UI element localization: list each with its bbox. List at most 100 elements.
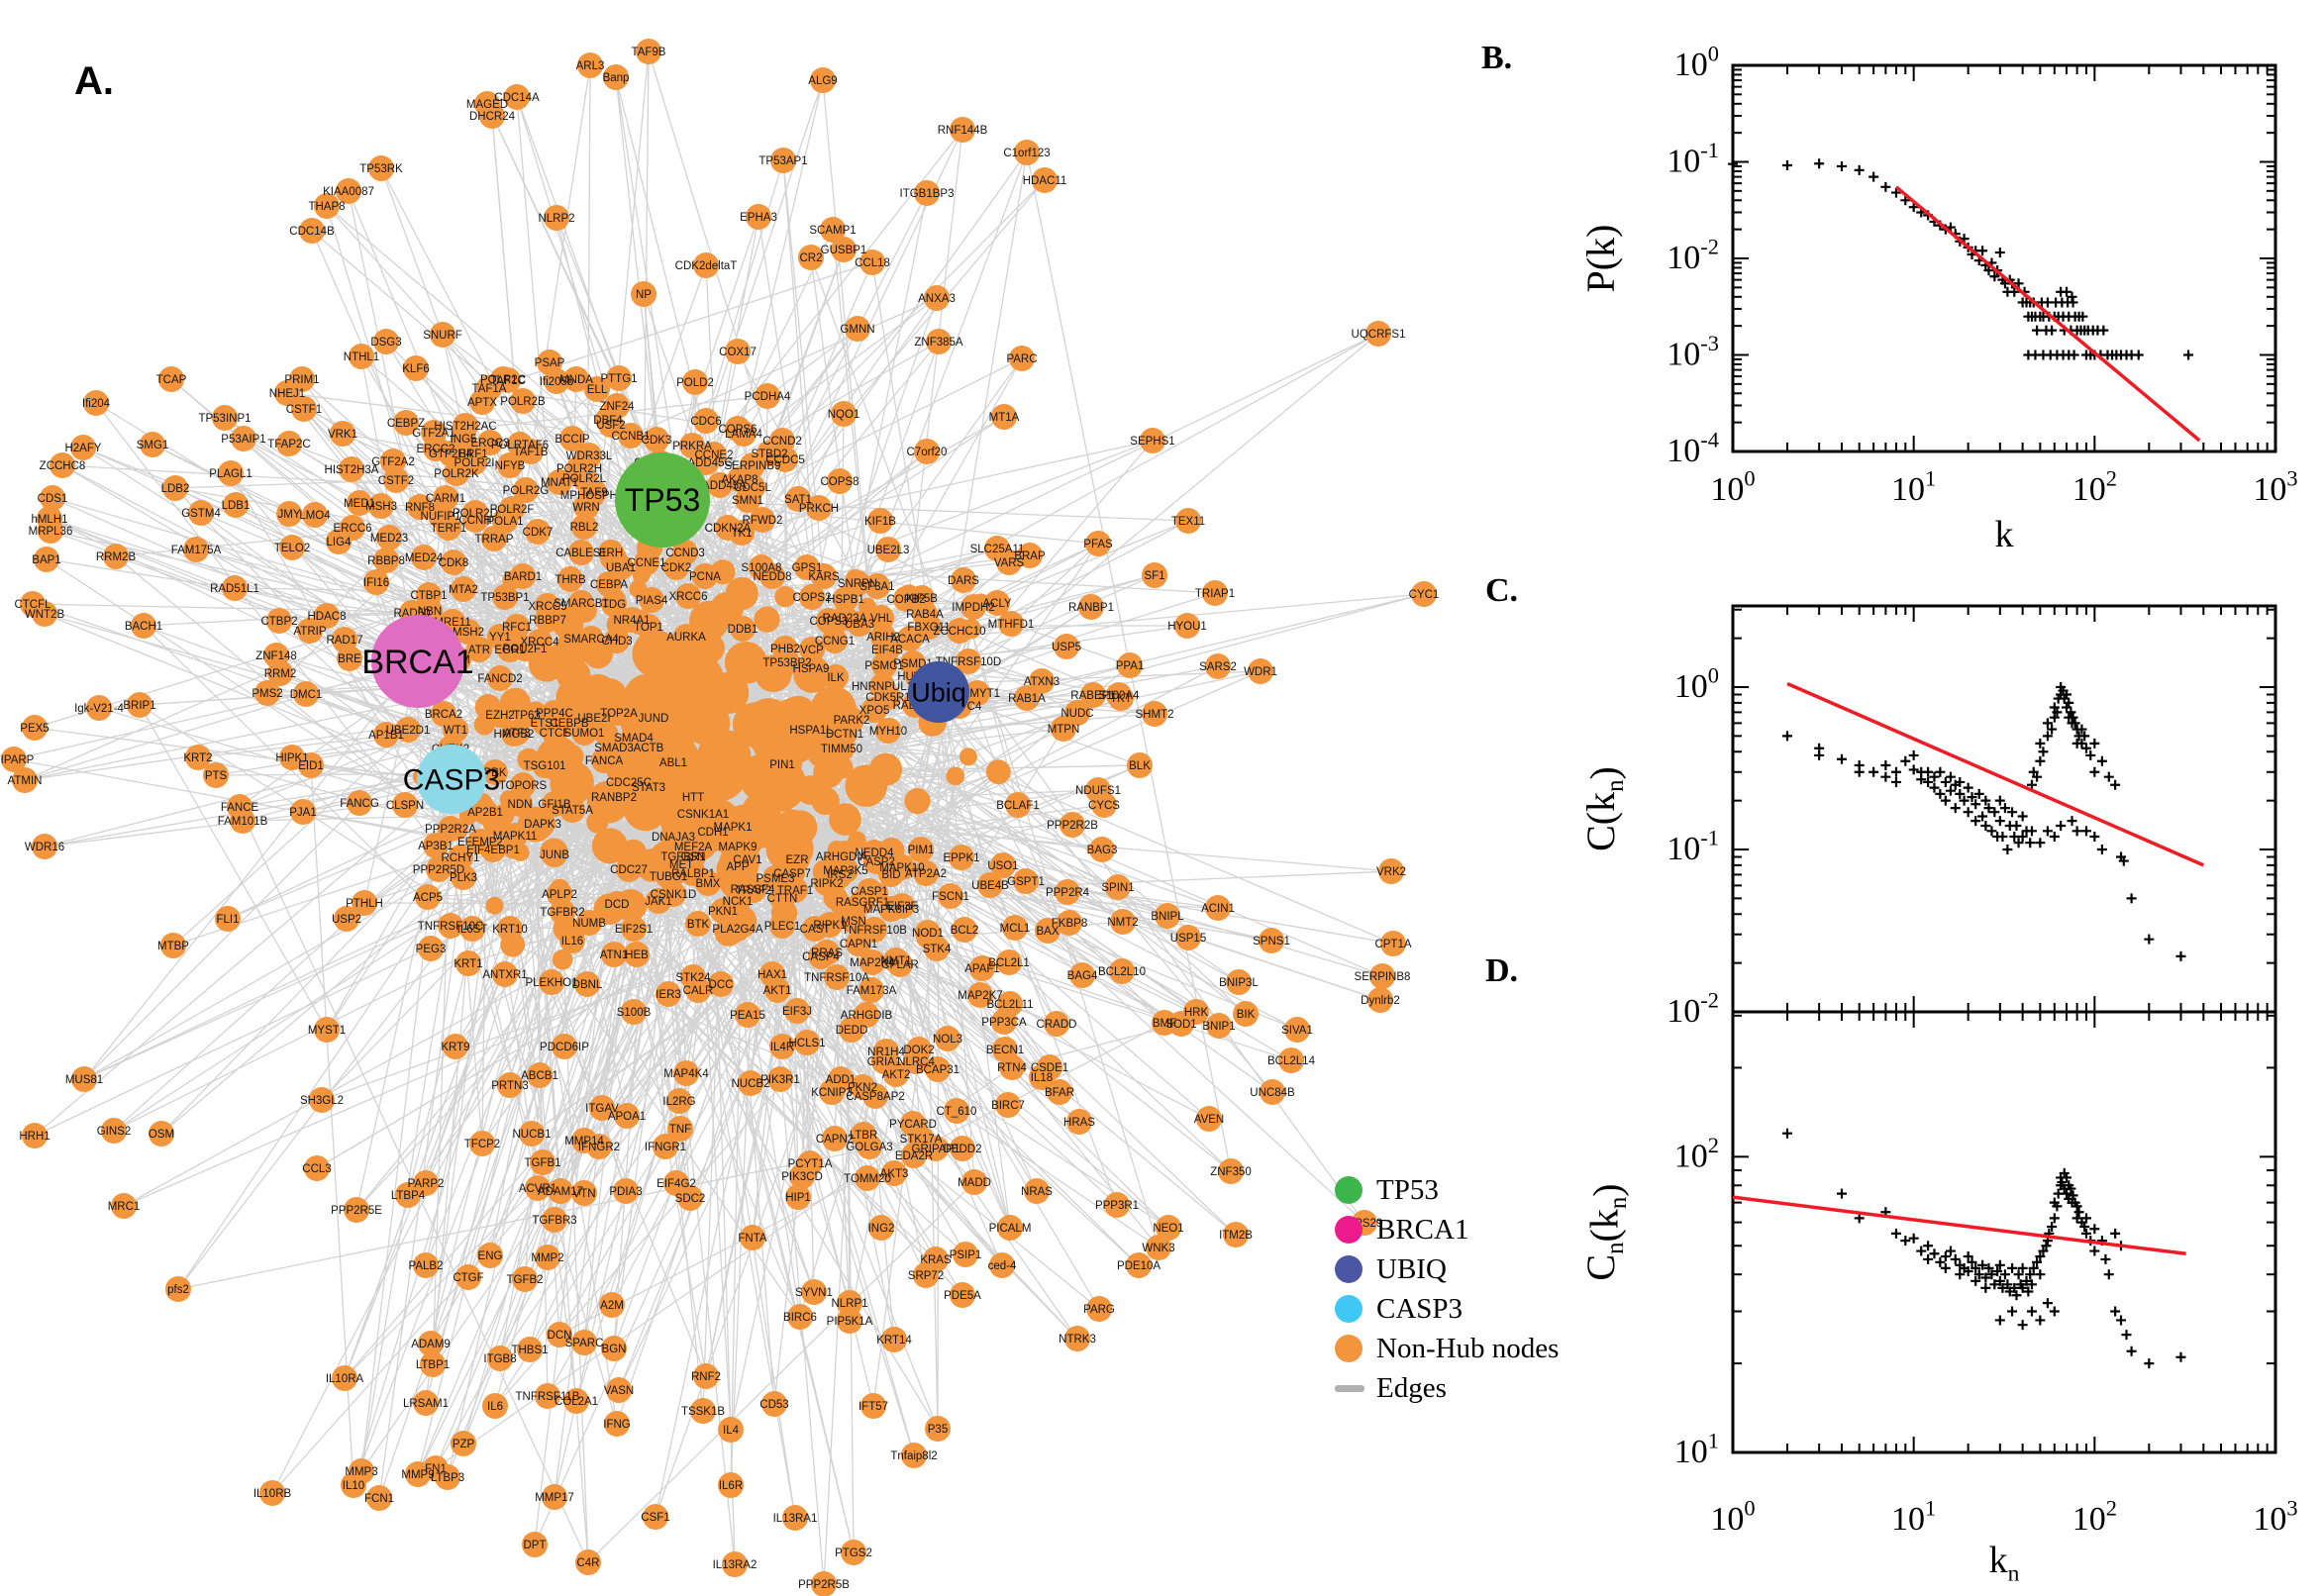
network-node-label: PEA15 [730, 1010, 765, 1022]
data-point [2100, 1253, 2111, 1264]
network-node [487, 702, 513, 728]
axis-title: P(k) [1578, 225, 1623, 293]
network-node-label: SPNS1 [1253, 936, 1290, 948]
network-node-label: KRT10 [492, 924, 528, 936]
network-node-label: MAP4K4 [663, 1068, 709, 1080]
network-node-label: LTBP3 [431, 1472, 464, 1484]
network-node [223, 492, 249, 518]
legend-label: BRCA1 [1376, 1213, 1469, 1246]
network-node [50, 452, 75, 478]
network-node-label: IFT57 [858, 1401, 888, 1413]
network-node-label: COPS2 [793, 592, 832, 604]
network-node-label: BID [881, 869, 900, 881]
network-node [660, 749, 686, 775]
network-node-label: SMN1 [732, 495, 763, 507]
network-node [571, 720, 597, 746]
network-node-label: AURKA [666, 632, 706, 644]
network-node-label: BNIP3L [1219, 977, 1259, 989]
network-node-label: PDE10A [1117, 1260, 1161, 1272]
scatter-points [1728, 158, 2194, 360]
network-node [183, 537, 209, 562]
network-node-label: Ifi204 [82, 398, 111, 410]
network-node [293, 681, 319, 707]
network-node [428, 503, 454, 529]
axis-tick-label: 101 [1891, 1496, 1936, 1538]
network-node-label: THBS1 [511, 1345, 548, 1356]
network-node [1029, 668, 1055, 694]
network-node [366, 1485, 392, 1511]
network-node-label: KRT2 [183, 752, 212, 764]
network-node [368, 155, 394, 181]
network-core-node [623, 786, 667, 832]
network-node-label: TGFBR2 [540, 907, 584, 919]
network-node [70, 435, 96, 460]
network-node [1202, 580, 1228, 606]
network-node [267, 660, 293, 686]
network-node [314, 603, 340, 629]
network-node-label: PPP2R5E [331, 1205, 382, 1217]
network-node [644, 427, 669, 452]
network-node-label: SUMO1 [564, 728, 605, 740]
network-edge [955, 775, 1118, 1206]
network-node-label: USP5 [1052, 642, 1081, 653]
network-node-label: VTN [573, 1188, 596, 1200]
network-node-label: TOMM20 [844, 1173, 891, 1185]
network-node-label: THRB [555, 574, 586, 586]
network-node [438, 913, 463, 939]
data-point [1916, 1246, 1927, 1256]
network-node-label: STAT5A [552, 805, 593, 817]
network-node-label: C4R [576, 1557, 599, 1569]
network-node-label: PCNA [689, 571, 721, 583]
network-node-label: IMPDH2 [952, 602, 994, 614]
data-point [1923, 766, 1934, 777]
data-point [2089, 738, 2100, 748]
network-node [1174, 613, 1200, 639]
network-node-label: CDS1 [38, 493, 68, 505]
data-point [2002, 845, 2013, 854]
network-node [510, 563, 536, 589]
network-node [604, 628, 630, 653]
data-point [2007, 1262, 2018, 1273]
network-node [618, 423, 644, 449]
network-node-label: CYCS [1088, 800, 1120, 812]
network-node-label: MTA2 [449, 584, 478, 596]
network-core-node [674, 653, 724, 703]
network-node [499, 496, 525, 522]
network-edge [891, 771, 999, 851]
network-node-label: BCLAF1 [996, 800, 1039, 812]
network-node [215, 906, 241, 932]
network-node-label: EIF3J [782, 1006, 812, 1018]
data-point [1994, 1315, 2005, 1326]
network-node-label: POLR2B [500, 396, 546, 408]
network-edge [407, 799, 510, 1196]
axis-title: k [1995, 514, 2014, 555]
network-node-label: TAF9 [580, 487, 607, 499]
network-node [559, 797, 585, 823]
network-core-node [946, 766, 965, 786]
axis-tick-label: 102 [2072, 1496, 2117, 1538]
axis-tick-label: 100 [1710, 1496, 1755, 1538]
network-node-label: HRK [1184, 1007, 1209, 1019]
network-core-node [725, 576, 758, 611]
network-node-label: PMS2 [252, 688, 282, 700]
network-node [413, 1252, 439, 1278]
axis-title: Cn(kn) [1578, 1183, 1632, 1280]
network-core-node [774, 585, 796, 608]
network-node [455, 950, 481, 976]
network-node-label: UBE2L3 [867, 545, 910, 556]
network-panel: TP53RKKIAA0087THAP8CDC14BMAGEDCDC14ADHCR… [0, 39, 1439, 1596]
network-node-label: DMC1 [290, 689, 323, 701]
panel-label-d: D. [1485, 952, 1519, 989]
network-node [606, 700, 632, 726]
nonhub-swatch-icon [1335, 1335, 1363, 1362]
network-node-label: TFCP2 [464, 1139, 500, 1150]
data-point [2069, 349, 2079, 360]
network-node [584, 376, 610, 402]
network-hub-label: BRCA1 [361, 644, 473, 681]
network-node-label: STAT3 [632, 782, 665, 794]
network-node [497, 1072, 523, 1098]
network-node [459, 916, 485, 942]
network-node-label: BNIPL [1151, 911, 1184, 923]
ubiq-swatch-icon [1335, 1255, 1363, 1283]
network-node-label: KLF6 [402, 363, 430, 375]
